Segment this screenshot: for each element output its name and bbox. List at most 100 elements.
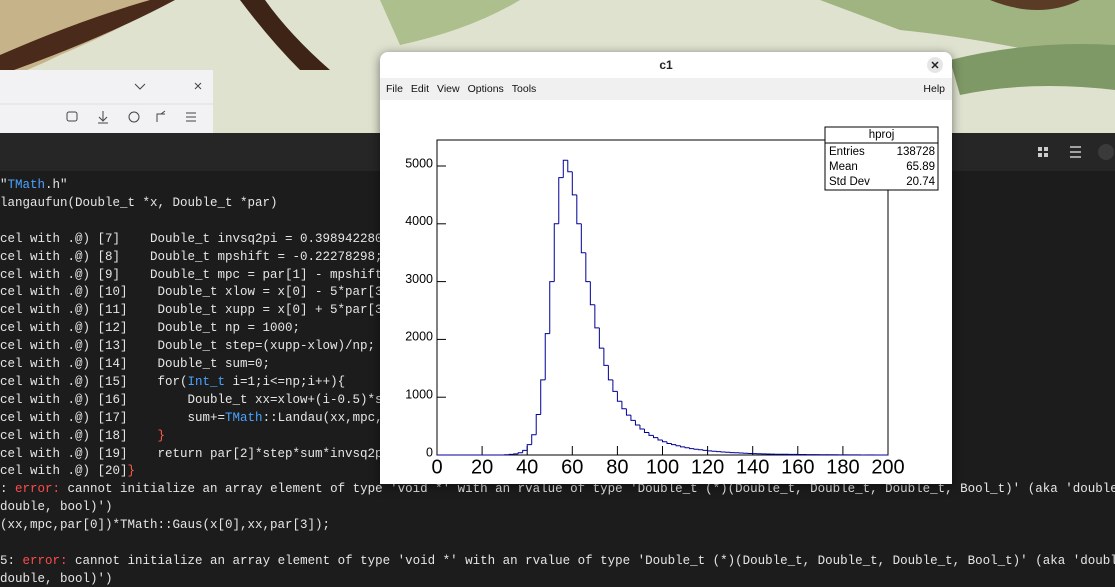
terminal-highlight: } (127, 464, 136, 479)
grid-icon (1038, 153, 1042, 157)
y-tick-label: 1000 (405, 387, 433, 401)
histogram-bin (643, 428, 649, 433)
x-tick-label: 140 (736, 456, 769, 478)
terminal-line: cel with .@) [20]} (0, 463, 135, 479)
x-tick-label: 100 (646, 456, 679, 478)
stats-value: 138728 (897, 146, 935, 158)
terminal-line: cel with .@) [18] } (0, 428, 165, 444)
histogram-bin (517, 452, 523, 454)
stats-value: 20.74 (906, 176, 935, 188)
browser-window (0, 70, 213, 133)
histogram-canvas: 0 1000 2000 3000 4000 5000 0 20 40 60 80 100 120 140 1… (405, 126, 939, 478)
histogram-bin (671, 443, 677, 446)
histogram-bin (666, 441, 672, 444)
terminal-highlight: Int_t (187, 374, 226, 389)
terminal-line: double, bool)') (0, 571, 113, 587)
stats-value: 65.89 (906, 161, 935, 173)
x-tick-label: 20 (471, 456, 493, 478)
x-tick-label: 120 (691, 456, 724, 478)
histogram-bin (625, 408, 631, 416)
histogram-bin (657, 437, 663, 441)
histogram-bin (513, 453, 519, 455)
terminal-line: (xx,mpc,par[0])*TMath::Gaus(x[0],xx,par[… (0, 517, 330, 533)
histogram-bin (544, 333, 550, 380)
terminal-text: ::Landau(xx,mpc, (262, 410, 383, 425)
terminal-highlight: error: (22, 553, 68, 568)
window-title: c1 (659, 58, 673, 72)
terminal-text: cel with .@) [10] Double_t xlow = x[0] -… (0, 285, 383, 300)
terminal-line: langaufun(Double_t *x, Double_t *par) (0, 195, 278, 211)
terminal-line: cel with .@) [16] Double_t xx=xlow+(i-0.… (0, 392, 383, 408)
y-tick-label: 3000 (405, 272, 433, 286)
download-icon[interactable] (98, 111, 108, 124)
account-icon[interactable] (128, 111, 140, 123)
terminal-line: cel with .@) [7] Double_t invsq2pi = 0.3… (0, 231, 383, 247)
stats-box (824, 126, 939, 191)
terminal-line: cel with .@) [15] for(Int_t i=1;i<=np;i+… (0, 374, 345, 390)
stats-label: Std Dev (829, 176, 870, 188)
tab-list-button[interactable] (134, 83, 146, 90)
terminal-text: cannot initialize an array element of ty… (67, 553, 1115, 568)
menu-item[interactable]: View (437, 83, 460, 95)
menu-icon[interactable] (1070, 146, 1081, 158)
histogram-bin (652, 435, 658, 439)
histogram-bin (562, 159, 568, 178)
close-button[interactable] (194, 82, 202, 90)
terminal-text: cel with .@) [9] Double_t mpc = par[1] -… (0, 267, 383, 282)
terminal-text: " (0, 178, 8, 192)
histogram-bin (535, 414, 541, 435)
menu-item[interactable]: Tools (511, 83, 537, 95)
terminal-text: i=1;i<=np;i++){ (225, 374, 346, 389)
stats-label: Entries (829, 146, 865, 158)
close-button[interactable] (926, 56, 944, 74)
menu-item[interactable]: Options (467, 83, 504, 95)
terminal-text: cel with .@) [11] Double_t xupp = x[0] +… (0, 303, 383, 318)
menu-bar: File Edit View Options Tools Help (380, 78, 952, 100)
terminal-text: double, bool)') (0, 571, 113, 586)
terminal-text: cel with .@) [8] Double_t mpshift = -0.2… (0, 249, 383, 264)
stats-title: hproj (869, 129, 895, 141)
stats-label: Mean (829, 161, 858, 173)
histogram-bin (648, 432, 654, 436)
menu-item[interactable]: Edit (410, 83, 430, 95)
menu-icon[interactable] (186, 112, 196, 122)
histogram-bin (589, 281, 595, 306)
terminal-text: cannot initialize an array element of ty… (60, 482, 1115, 497)
menu-item[interactable]: File (386, 83, 403, 95)
terminal-text: .h" (45, 178, 68, 192)
x-tick-label: 160 (781, 456, 814, 478)
histogram-bin (576, 194, 582, 225)
terminal-line: 5: error: cannot initialize an array ele… (0, 553, 1115, 569)
pocket-icon[interactable] (66, 111, 78, 122)
terminal-line: "TMath.h" (0, 177, 68, 193)
histogram-bin (580, 223, 586, 254)
close-button[interactable] (1098, 144, 1114, 160)
terminal-line: cel with .@) [9] Double_t mpc = par[1] -… (0, 267, 383, 283)
histogram-bin (531, 434, 537, 445)
terminal-text: cel with .@) [7] Double_t invsq2pi = 0.3… (0, 231, 383, 246)
terminal-text: cel with .@) [13] Double_t step=(xupp-xl… (0, 339, 376, 354)
terminal-text: cel with .@) [18] (0, 428, 158, 443)
grid-icon[interactable] (1038, 147, 1042, 151)
terminal-text: 5: (0, 553, 23, 568)
terminal-text: cel with .@) [14] Double_t sum=0; (0, 357, 271, 371)
histogram-bin (616, 391, 622, 402)
menu-item[interactable]: Help (923, 83, 945, 95)
terminal-text: cel with .@) [12] Double_t np = 1000; (0, 321, 301, 336)
terminal-highlight: error: (15, 482, 61, 497)
histogram-bin (639, 424, 645, 430)
histogram-bin (585, 252, 591, 283)
x-tick-label: 60 (561, 456, 583, 478)
histogram-bin (698, 449, 704, 451)
histogram-bin (630, 415, 636, 421)
histogram-bin (693, 448, 699, 450)
terminal-text: cel with .@) [15] for( (0, 374, 188, 389)
share-icon[interactable] (156, 110, 166, 122)
browser-controls (0, 82, 213, 124)
y-tick-label: 2000 (405, 330, 433, 344)
terminal-text: cel with .@) [19] return par[2]*step*sum… (0, 446, 383, 461)
histogram-bin (526, 444, 532, 451)
x-tick-label: 200 (871, 456, 904, 478)
terminal-text: double, bool)') (0, 500, 113, 515)
menu-items: File Edit View Options Tools (383, 83, 541, 95)
